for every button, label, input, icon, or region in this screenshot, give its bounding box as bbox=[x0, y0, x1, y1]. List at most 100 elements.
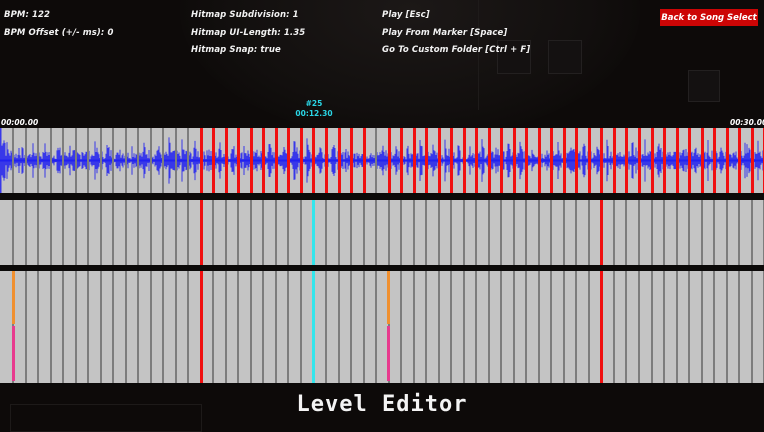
grid-line bbox=[413, 271, 415, 383]
grid-line bbox=[100, 128, 102, 193]
marker-index: #25 bbox=[290, 99, 338, 109]
grid-line bbox=[413, 200, 415, 265]
grid-line bbox=[162, 271, 164, 383]
grid-line bbox=[300, 271, 302, 383]
grid-line bbox=[538, 200, 540, 265]
grid-line bbox=[87, 128, 89, 193]
custom-folder-shortcut[interactable]: Go To Custom Folder [Ctrl + F] bbox=[382, 42, 530, 60]
grid-line bbox=[75, 271, 77, 383]
lane-separator bbox=[0, 193, 764, 200]
grid-line bbox=[438, 271, 440, 383]
grid-line bbox=[663, 200, 665, 265]
page-title: Level Editor bbox=[0, 392, 764, 417]
grid-line bbox=[550, 271, 552, 383]
grid-line bbox=[575, 200, 577, 265]
beat-marker-line bbox=[300, 128, 303, 193]
grid-line bbox=[651, 271, 653, 383]
beat-marker-line bbox=[450, 128, 453, 193]
grid-line bbox=[338, 200, 340, 265]
beat-marker-line bbox=[388, 128, 391, 193]
grid-line bbox=[688, 200, 690, 265]
grid-line bbox=[275, 200, 277, 265]
grid-line bbox=[125, 128, 127, 193]
beat-marker-line bbox=[338, 128, 341, 193]
grid-line bbox=[237, 200, 239, 265]
beat-marker-line bbox=[600, 200, 603, 265]
grid-line bbox=[25, 200, 27, 265]
grid-line bbox=[12, 200, 14, 265]
grid-line bbox=[713, 271, 715, 383]
grid-line bbox=[375, 200, 377, 265]
beat-marker-line bbox=[638, 128, 641, 193]
beat-marker-line bbox=[413, 128, 416, 193]
beat-marker-line bbox=[312, 128, 315, 193]
grid-line bbox=[137, 200, 139, 265]
grid-line bbox=[575, 271, 577, 383]
beat-marker-line bbox=[713, 128, 716, 193]
beat-marker-line bbox=[738, 128, 741, 193]
grid-line bbox=[137, 128, 139, 193]
grid-line bbox=[50, 200, 52, 265]
grid-line bbox=[62, 200, 64, 265]
beat-marker-line bbox=[325, 128, 328, 193]
background-decoration bbox=[688, 70, 720, 102]
beat-marker-line bbox=[250, 128, 253, 193]
grid-line bbox=[563, 271, 565, 383]
beat-marker-line bbox=[225, 128, 228, 193]
hitmap-lane-lower[interactable] bbox=[0, 271, 764, 383]
grid-line bbox=[275, 271, 277, 383]
grid-line bbox=[237, 271, 239, 383]
grid-line bbox=[37, 128, 39, 193]
grid-line bbox=[150, 271, 152, 383]
grid-line bbox=[425, 200, 427, 265]
grid-line bbox=[625, 200, 627, 265]
grid-line bbox=[525, 271, 527, 383]
beat-marker-line bbox=[613, 128, 616, 193]
timeline-start-time: 00:00.00 bbox=[1, 118, 38, 127]
beat-marker-line bbox=[575, 128, 578, 193]
grid-line bbox=[475, 271, 477, 383]
back-to-song-select-button[interactable]: Back to Song Select bbox=[660, 9, 758, 26]
grid-line bbox=[463, 200, 465, 265]
waveform bbox=[0, 128, 764, 193]
grid-line bbox=[287, 271, 289, 383]
grid-line bbox=[87, 200, 89, 265]
play-from-marker-shortcut[interactable]: Play From Marker [Space] bbox=[382, 25, 530, 43]
beat-marker-line bbox=[363, 128, 366, 193]
grid-line bbox=[250, 271, 252, 383]
grid-line bbox=[450, 271, 452, 383]
grid-line bbox=[25, 128, 27, 193]
beat-marker-line bbox=[237, 128, 240, 193]
beat-marker-line bbox=[538, 128, 541, 193]
grid-line bbox=[375, 128, 377, 193]
hitmap-lane-upper[interactable] bbox=[0, 200, 764, 265]
grid-line bbox=[25, 271, 27, 383]
grid-line bbox=[287, 200, 289, 265]
grid-line bbox=[588, 271, 590, 383]
grid-line bbox=[187, 128, 189, 193]
grid-line bbox=[125, 271, 127, 383]
grid-line bbox=[538, 271, 540, 383]
grid-line bbox=[388, 200, 390, 265]
waveform-lane[interactable] bbox=[0, 128, 764, 193]
grid-line bbox=[112, 271, 114, 383]
beat-marker-line bbox=[425, 128, 428, 193]
beat-marker-line bbox=[688, 128, 691, 193]
grid-line bbox=[62, 271, 64, 383]
grid-line bbox=[37, 200, 39, 265]
grid-line bbox=[300, 200, 302, 265]
grid-line bbox=[463, 271, 465, 383]
beat-marker-line bbox=[438, 128, 441, 193]
bpm-offset-label: BPM Offset (+/- ms): 0 bbox=[4, 25, 113, 43]
play-shortcut[interactable]: Play [Esc] bbox=[382, 7, 530, 25]
playhead-line bbox=[312, 200, 315, 265]
hitmap-ui-length-label: Hitmap UI-Length: 1.35 bbox=[191, 25, 305, 43]
grid-line bbox=[438, 200, 440, 265]
beat-marker-line bbox=[600, 271, 603, 383]
grid-line bbox=[400, 200, 402, 265]
beat-marker-line bbox=[625, 128, 628, 193]
grid-line bbox=[701, 271, 703, 383]
grid-line bbox=[638, 271, 640, 383]
beat-marker-line bbox=[676, 128, 679, 193]
grid-line bbox=[450, 200, 452, 265]
